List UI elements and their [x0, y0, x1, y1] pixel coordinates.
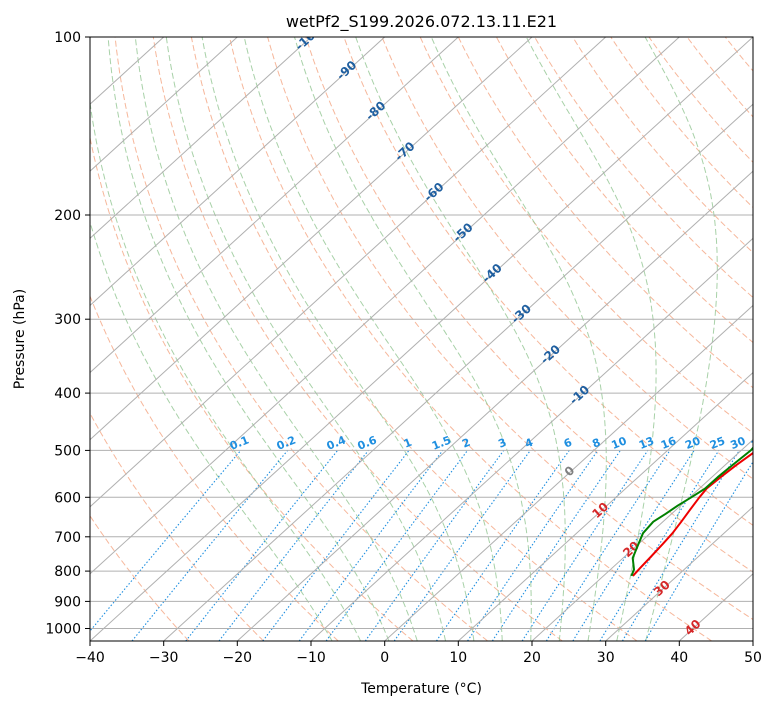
dry-adiabat — [90, 515, 190, 641]
y-tick-label: 100 — [54, 30, 81, 46]
x-tick-label: 10 — [449, 650, 467, 666]
sounding-profiles — [630, 446, 753, 577]
mixing-ratio-labels: 0.1 0.2 0.4 0.6 1 1.5 2 3 4 6 8 10 13 16 20 25 30 36 — [228, 433, 768, 452]
moist-adiabat — [107, 37, 390, 641]
y-axis: 100 200 300 400 500 600 700 800 900 1000 — [45, 30, 90, 638]
isotherm-line — [90, 37, 238, 172]
moist-adiabat — [165, 37, 447, 641]
mixing-ratio-line — [467, 450, 599, 641]
mixing-ratio-line — [185, 450, 339, 641]
moist-adiabat — [243, 37, 503, 641]
dry-adiabat — [343, 37, 753, 526]
mixing-ratio-line — [491, 450, 621, 641]
x-tick-label: −30 — [149, 650, 179, 666]
mixing-ratio-line — [599, 450, 720, 641]
dry-adiabat — [229, 37, 712, 641]
mixing-ratio-line — [521, 450, 649, 641]
isotherm-line — [90, 37, 386, 307]
dewpoint-profile — [630, 446, 753, 577]
mixing-ratio-line — [572, 450, 695, 641]
x-tick-label: −20 — [223, 650, 253, 666]
dry-adiabat — [190, 37, 638, 641]
isotherm-line — [90, 37, 680, 575]
x-tick-label: 0 — [380, 650, 389, 666]
isotherm-grid — [90, 37, 753, 641]
chart-title: wetPf2_S199.2026.072.13.11.E21 — [286, 12, 557, 32]
moist-adiabat — [201, 37, 475, 641]
isotherm-line — [605, 506, 753, 641]
isotherm-line — [90, 37, 312, 240]
y-tick-label: 200 — [54, 208, 81, 224]
mixing-ratio-label: 30 — [728, 434, 747, 452]
mixing-ratio-label: 1 — [402, 436, 414, 451]
dry-adiabats — [90, 37, 775, 641]
mixing-ratio-label: 8 — [590, 436, 602, 451]
moist-adiabat — [90, 220, 333, 641]
mixing-ratio-label: 25 — [708, 434, 727, 452]
mixing-ratio-line — [364, 450, 505, 641]
y-tick-label: 500 — [54, 443, 81, 459]
y-axis-label: Pressure (hPa) — [12, 289, 28, 389]
mixing-ratio-line — [545, 450, 671, 641]
dry-adiabat — [267, 37, 753, 621]
moist-adiabat — [355, 37, 566, 641]
dry-adiabat — [152, 37, 563, 641]
mixing-ratio-label: 13 — [637, 434, 656, 452]
x-tick-label: 50 — [744, 650, 762, 666]
x-tick-label: −10 — [296, 650, 326, 666]
y-tick-label: 800 — [54, 564, 81, 580]
mixing-ratio-line — [298, 450, 444, 641]
isotherm-line — [384, 304, 753, 641]
mixing-ratio-label: 3 — [496, 436, 508, 451]
mixing-ratio-line — [262, 450, 410, 641]
dry-adiabat — [305, 37, 753, 573]
isotherm-line — [236, 170, 753, 641]
x-tick-label: −40 — [75, 650, 105, 666]
dry-adiabat — [457, 37, 753, 389]
temperature-profile — [632, 451, 753, 577]
isobar-grid — [90, 37, 753, 629]
mixing-ratio-line — [644, 460, 753, 641]
mixing-ratio-label: 16 — [659, 434, 678, 452]
dry-adiabat — [495, 37, 753, 344]
y-tick-label: 400 — [54, 386, 81, 402]
y-tick-label: 1000 — [45, 622, 81, 638]
y-tick-label: 600 — [54, 490, 81, 506]
mixing-ratio-line — [621, 450, 740, 641]
mixing-ratio-line — [325, 450, 468, 641]
dry-adiabat — [114, 37, 488, 641]
isotherm-line — [752, 640, 753, 641]
x-tick-label: 30 — [597, 650, 615, 666]
x-axis-label: Temperature (°C) — [360, 681, 482, 697]
mixing-ratio-label: 36 — [749, 434, 768, 452]
mixing-ratio-line — [218, 450, 369, 641]
isotherm-line — [531, 438, 753, 641]
dry-adiabat — [90, 294, 339, 641]
moist-adiabat — [430, 37, 607, 641]
isotherm-line — [310, 237, 753, 641]
y-tick-label: 900 — [54, 594, 81, 610]
isotherm-line — [90, 37, 753, 641]
mixing-ratio-label: 2 — [460, 436, 472, 451]
mixing-ratio-line — [435, 450, 570, 641]
isotherm-line — [163, 103, 753, 641]
dry-adiabat — [763, 37, 775, 641]
y-tick-label: 700 — [54, 530, 81, 546]
isotherm-line — [457, 371, 753, 641]
isotherm-line — [90, 37, 533, 441]
mixing-ratio-label: 20 — [683, 434, 702, 452]
x-tick-label: 20 — [523, 650, 541, 666]
moist-adiabat — [134, 37, 418, 641]
isotherm-line — [90, 37, 459, 374]
y-tick-label: 300 — [54, 312, 81, 328]
mixing-ratio-label: 10 — [610, 434, 629, 452]
x-axis: −40 −30 −20 −10 0 10 20 30 40 50 — [75, 641, 762, 666]
plot-frame — [89, 36, 754, 642]
isotherm-line — [90, 37, 607, 508]
dry-adiabat — [90, 412, 264, 641]
moist-adiabat — [525, 37, 657, 641]
x-tick-label: 40 — [670, 650, 688, 666]
